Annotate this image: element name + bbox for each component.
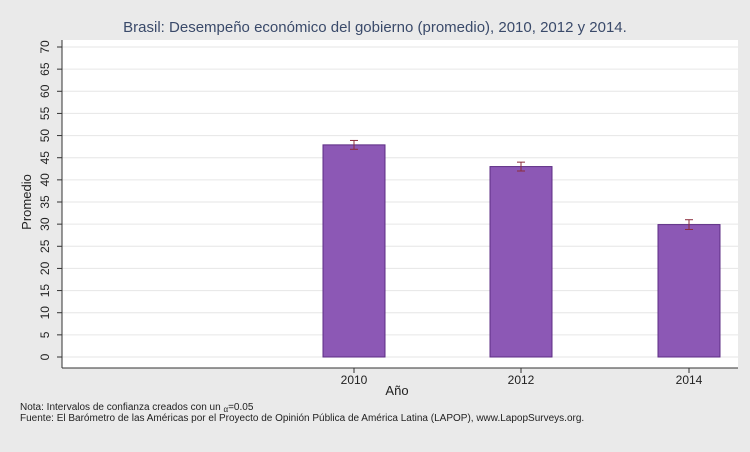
y-tick-label: 40 — [38, 173, 52, 187]
y-tick-label: 0 — [38, 353, 52, 360]
plot-background — [62, 40, 738, 368]
chart-title: Brasil: Desempeño económico del gobierno… — [123, 19, 627, 36]
y-tick-label: 60 — [38, 84, 52, 98]
x-axis-title: Año — [385, 383, 408, 398]
y-tick-label: 10 — [38, 306, 52, 320]
y-tick-label: 30 — [38, 217, 52, 231]
y-tick-label: 65 — [38, 62, 52, 76]
y-tick-label: 55 — [38, 106, 52, 120]
x-tick-label: 2012 — [508, 373, 535, 387]
alpha-symbol: α — [223, 405, 228, 414]
y-tick-label: 15 — [38, 284, 52, 298]
bar — [657, 224, 721, 358]
y-tick-label: 50 — [38, 129, 52, 143]
confidence-note: Nota: Intervalos de confianza creados co… — [20, 402, 254, 414]
y-tick-label: 70 — [38, 40, 52, 54]
y-axis-title: Promedio — [19, 174, 34, 230]
y-tick-label: 5 — [38, 331, 52, 338]
bar — [322, 144, 386, 358]
y-tick-label: 20 — [38, 261, 52, 275]
x-tick-label: 2014 — [676, 373, 703, 387]
bar — [489, 166, 553, 358]
y-tick-label: 45 — [38, 151, 52, 165]
y-tick-label: 35 — [38, 195, 52, 209]
plot-area: 0 5 10 15 20 25 30 35 40 45 50 55 60 65 70 2010 2012 2014 — [38, 40, 738, 387]
source-note: Fuente: El Barómetro de las Américas por… — [20, 413, 584, 424]
note-suffix: =0.05 — [228, 402, 254, 413]
y-tick-label: 25 — [38, 239, 52, 253]
x-tick-label: 2010 — [341, 373, 368, 387]
note-prefix: Nota: Intervalos de confianza creados co… — [20, 402, 223, 413]
